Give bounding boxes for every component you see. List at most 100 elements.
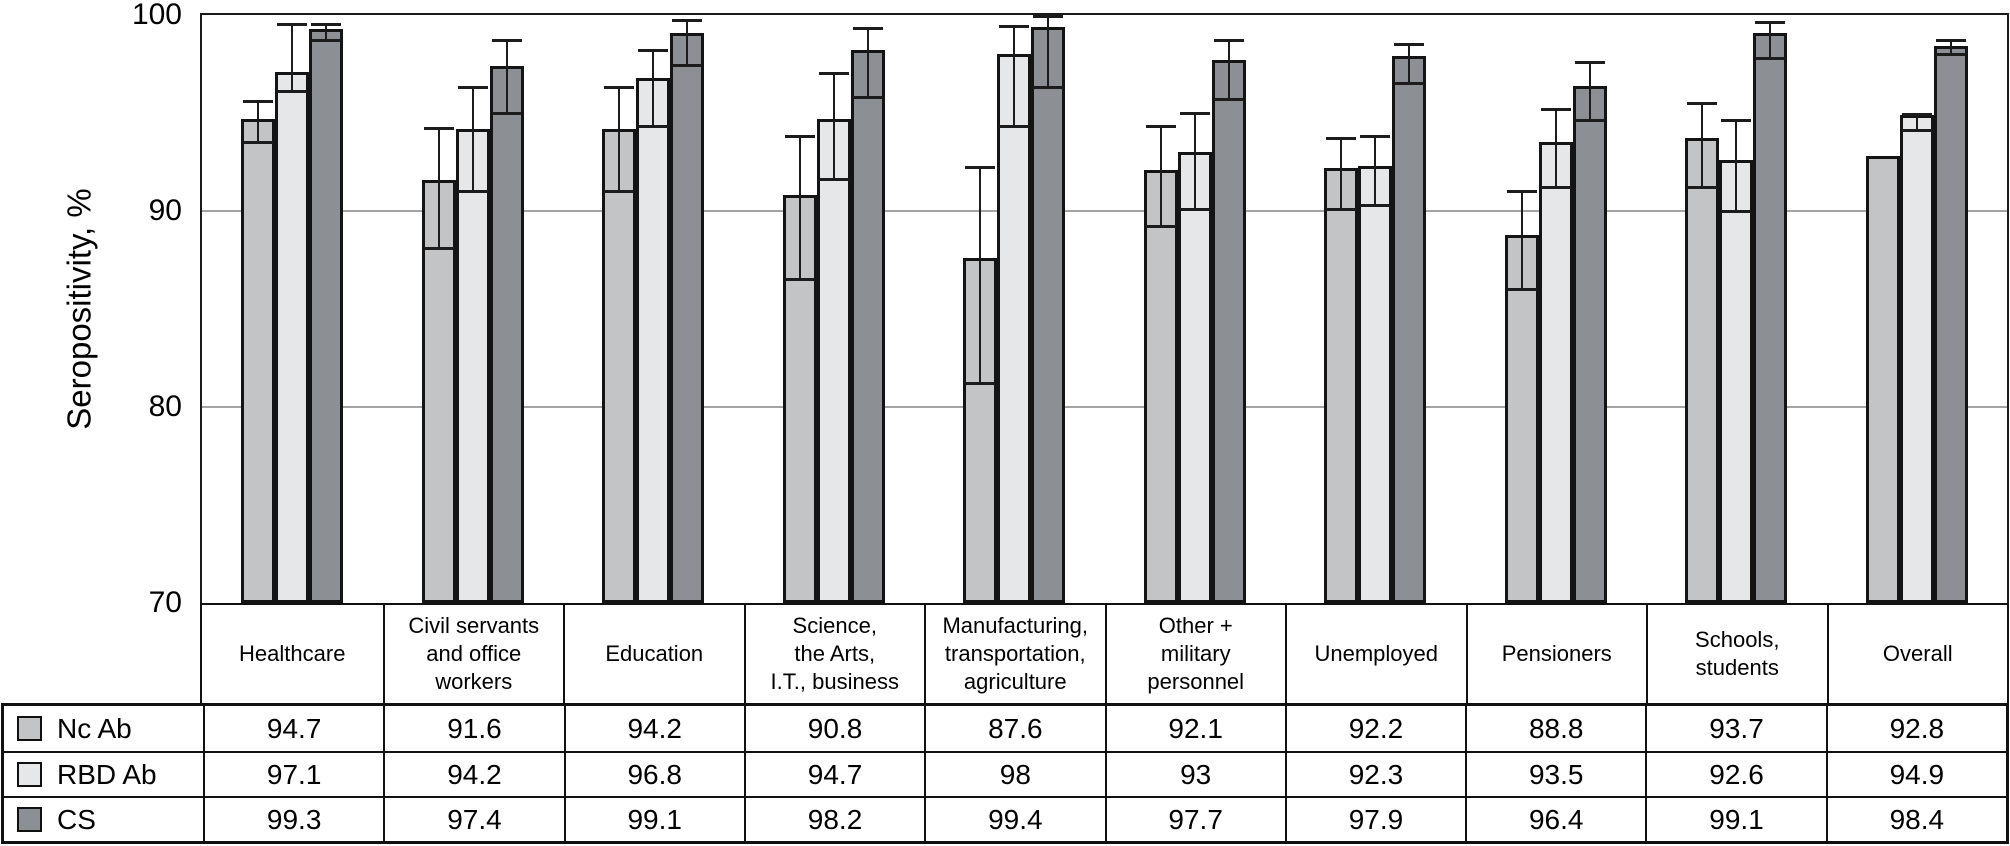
legend-swatch	[17, 807, 42, 832]
error-bar-cap	[243, 140, 274, 144]
error-bar-cap	[1213, 38, 1244, 42]
error-bar-cap	[277, 89, 308, 93]
bar-cs-cat2	[489, 65, 524, 603]
error-bar-line	[866, 28, 869, 98]
error-bar-cap	[1179, 207, 1210, 211]
table-value-nc-ab-cat3: 94.2	[563, 706, 744, 751]
bar-cs-cat1	[309, 28, 344, 603]
bar-rbd-ab-cat1	[275, 71, 310, 603]
bar-nc-ab-cat6	[1143, 169, 1178, 603]
bar-cs-cat6	[1211, 60, 1246, 603]
error-bar-cap	[1755, 56, 1786, 60]
bar-rbd-ab-cat8	[1538, 142, 1573, 603]
legend-label: CS	[57, 803, 96, 835]
category-label-line: military	[1160, 641, 1231, 666]
error-bar-cap	[1901, 113, 1932, 117]
error-bar-cap	[965, 381, 996, 385]
bar-rbd-ab-cat4	[816, 118, 851, 603]
bar-nc-ab-cat7	[1324, 167, 1359, 603]
error-bar-cap	[1145, 125, 1176, 129]
category-label-8: Pensioners	[1465, 605, 1647, 703]
error-bar-cap	[1721, 209, 1752, 213]
error-bar-line	[1340, 138, 1343, 210]
table-value-cs-cat6: 97.7	[1104, 796, 1285, 841]
category-label-3: Education	[563, 605, 744, 703]
category-label-line: Pensioners	[1501, 641, 1612, 666]
error-bar-line	[618, 87, 621, 192]
error-bar-cap	[457, 189, 488, 193]
y-axis-label: Seropositivity, %	[52, 13, 108, 605]
error-bar-cap	[1540, 185, 1571, 189]
bar-nc-ab-cat3	[602, 128, 637, 603]
error-bar-cap	[604, 86, 635, 90]
error-bar-cap	[1179, 111, 1210, 115]
error-bar-cap	[1213, 97, 1244, 101]
error-bar-cap	[818, 178, 849, 182]
error-bar-line	[1193, 113, 1196, 210]
error-bar-cap	[1360, 135, 1391, 139]
error-bar-line	[471, 87, 474, 192]
category-label-line: the Arts,	[794, 641, 876, 666]
error-bar-line	[979, 167, 982, 384]
error-bar-cap	[852, 27, 883, 31]
error-bar-cap	[423, 127, 454, 131]
y-tick-label-90: 90	[148, 194, 182, 227]
y-tick-label-70: 70	[148, 586, 182, 619]
error-bar-line	[1520, 191, 1523, 290]
table-value-rbd-ab-cat2: 94.2	[383, 751, 564, 796]
error-bar-cap	[1687, 185, 1718, 189]
category-label-line: transportation,	[944, 641, 1086, 666]
bar-cs-cat8	[1572, 85, 1607, 603]
bar-cs-cat10	[1933, 46, 1968, 603]
bar-nc-ab-cat10	[1865, 156, 1900, 603]
category-label-line: students	[1695, 655, 1779, 680]
error-bar-line	[1047, 16, 1050, 88]
category-label-line: Schools,	[1695, 627, 1780, 652]
category-label-9: Schools, students	[1646, 605, 1827, 703]
error-bar-line	[652, 50, 655, 127]
error-bar-line	[505, 40, 508, 113]
legend-swatch	[17, 716, 42, 741]
table-value-cs-cat10: 98.4	[1825, 796, 2006, 841]
table-value-rbd-ab-cat7: 92.3	[1284, 751, 1466, 796]
table-value-nc-ab-cat2: 91.6	[383, 706, 563, 751]
bar-rbd-ab-cat6	[1177, 152, 1212, 603]
error-bar-cap	[1755, 21, 1786, 25]
bar-rbd-ab-cat3	[636, 77, 671, 603]
error-bar-line	[325, 24, 328, 41]
error-bar-line	[1949, 40, 1952, 55]
table-value-cs-cat5: 99.4	[924, 796, 1105, 841]
error-bar-cap	[1506, 287, 1537, 291]
error-bar-cap	[1574, 119, 1605, 123]
table-value-nc-ab-cat10: 92.8	[1825, 706, 2006, 751]
error-bar-line	[1769, 22, 1772, 59]
error-bar-cap	[1360, 203, 1391, 207]
category-label-line: personnel	[1147, 669, 1245, 694]
table-value-cs-cat2: 97.4	[383, 796, 564, 841]
error-bar-line	[1735, 120, 1738, 211]
error-bar-cap	[311, 38, 342, 42]
bar-rbd-ab-cat2	[455, 128, 490, 603]
error-bar-cap	[604, 189, 635, 193]
error-bar-cap	[457, 86, 488, 90]
bar-nc-ab-cat9	[1685, 138, 1720, 603]
error-bar-cap	[784, 278, 815, 282]
bar-rbd-ab-cat9	[1719, 160, 1754, 603]
category-label-line: Education	[605, 641, 704, 666]
error-bar-line	[798, 136, 801, 280]
bar-nc-ab-cat2	[421, 179, 456, 603]
category-label-6: Other + military personnel	[1104, 605, 1286, 703]
error-bar-cap	[1326, 136, 1357, 140]
table-value-nc-ab-cat4: 90.8	[743, 706, 924, 751]
category-label-1: Healthcare	[202, 605, 383, 703]
bar-nc-ab-cat1	[241, 118, 276, 603]
category-label-2: Civil servants and office workers	[382, 605, 564, 703]
category-label-4: Science, the Arts, I.T., business	[743, 605, 925, 703]
table-value-nc-ab-cat5: 87.6	[924, 706, 1104, 751]
error-bar-cap	[1721, 119, 1752, 123]
error-bar-cap	[852, 95, 883, 99]
error-bar-line	[832, 73, 835, 180]
table-value-rbd-ab-cat3: 96.8	[563, 751, 744, 796]
legend-cell-cs: CS	[4, 796, 203, 841]
error-bar-cap	[1394, 82, 1425, 86]
